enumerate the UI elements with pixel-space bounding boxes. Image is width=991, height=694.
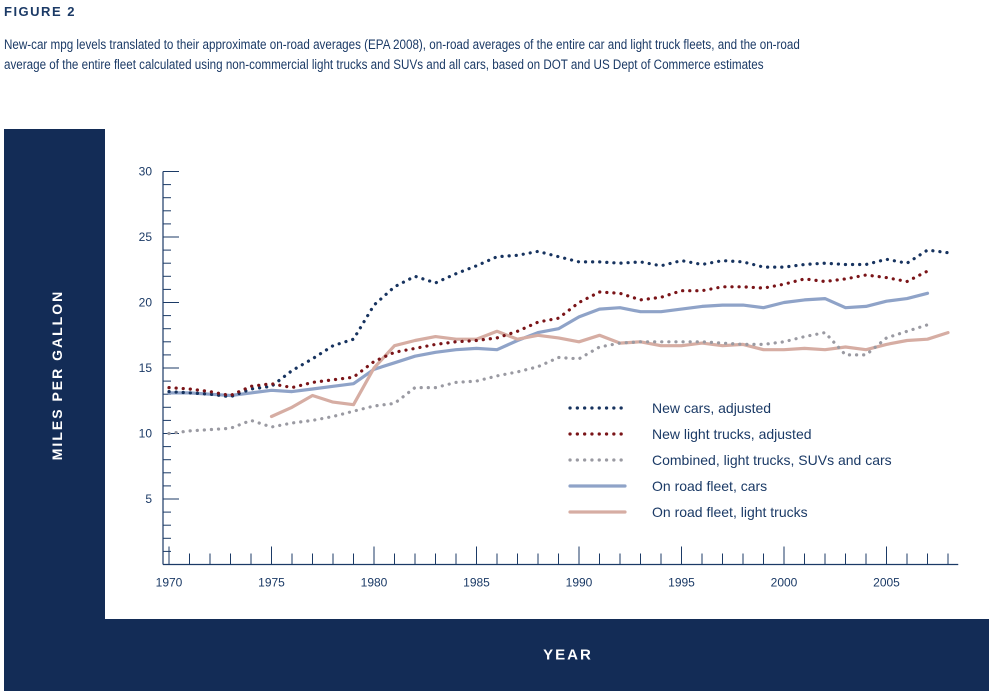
- legend-label: On road fleet, light trucks: [652, 504, 808, 520]
- y-tick-label: 25: [139, 230, 153, 244]
- caption-line-1: New-car mpg levels translated to their a…: [4, 37, 800, 53]
- y-tick-label: 10: [139, 427, 153, 441]
- legend: New cars, adjusted New light trucks, adju…: [568, 400, 892, 520]
- series-line-combined-light-trucks-suvs-and-cars: [167, 323, 930, 436]
- y-tick-label: 15: [139, 361, 153, 375]
- x-tick-label: 2000: [771, 576, 798, 590]
- x-tick-label: 2005: [873, 576, 900, 590]
- plot-panel: [105, 129, 989, 619]
- figure-label: FIGURE 2: [4, 4, 76, 19]
- legend-label: New cars, adjusted: [652, 400, 771, 416]
- x-tick-label: 1970: [156, 576, 183, 590]
- y-tick-label: 20: [139, 296, 153, 310]
- axes: 5 10 15 20 25 30 1970 1975 1980 1985 1990 1995 2000 2…: [139, 165, 959, 590]
- series-line-on-road-fleet-light-trucks: [269, 329, 950, 419]
- legend-label: Combined, light trucks, SUVs and cars: [652, 452, 892, 468]
- x-tick-label: 1990: [566, 576, 593, 590]
- x-axis-label: YEAR: [543, 646, 593, 664]
- legend-label: On road fleet, cars: [652, 478, 767, 494]
- y-tick-label: 30: [139, 165, 153, 179]
- legend-label: New light trucks, adjusted: [652, 426, 812, 442]
- x-tick-label: 1980: [361, 576, 388, 590]
- x-tick-label: 1975: [258, 576, 285, 590]
- figure-caption: New-car mpg levels translated to their a…: [4, 35, 812, 75]
- x-tick-label: 1985: [463, 576, 490, 590]
- series-line-new-cars-adjusted: [167, 248, 950, 399]
- x-tick-label: 1995: [668, 576, 695, 590]
- caption-line-2: average of the entire fleet calculated u…: [4, 57, 764, 73]
- y-tick-label: 5: [145, 492, 152, 506]
- series-group: [167, 248, 950, 436]
- series-line-new-light-trucks-adjusted: [167, 269, 930, 398]
- series-line-on-road-fleet-cars: [167, 291, 930, 398]
